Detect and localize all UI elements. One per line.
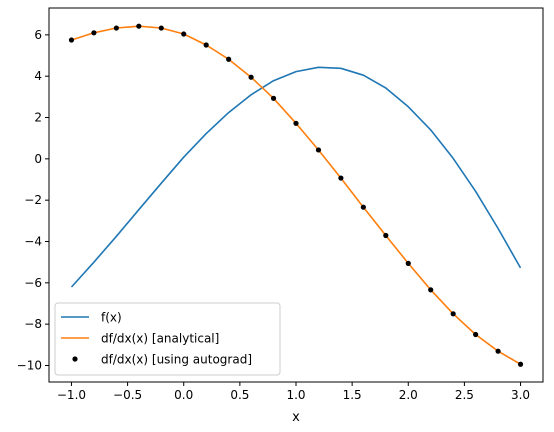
series-point bbox=[360, 204, 366, 210]
x-axis-ticks: −1.0 −0.5 0.0 0.5 1.0 1.5 2.0 2.5 3.0 bbox=[57, 382, 530, 402]
legend-box bbox=[54, 302, 281, 376]
series-point bbox=[158, 25, 164, 31]
y-tick-label: 0 bbox=[34, 152, 42, 166]
series-point bbox=[181, 31, 187, 37]
x-tick-label: 2.0 bbox=[399, 388, 418, 402]
legend: f(x) df/dx(x) [analytical] df/dx(x) [using… bbox=[54, 302, 281, 376]
legend-label-0: f(x) bbox=[101, 311, 122, 325]
x-tick-label: 0.0 bbox=[174, 388, 193, 402]
series-point bbox=[315, 147, 322, 153]
x-tick-label: −1.0 bbox=[57, 388, 86, 402]
series-point bbox=[338, 175, 344, 181]
y-axis-ticks: −10 −8 −6 −4 −2 0 2 4 6 bbox=[17, 28, 49, 372]
series-point bbox=[383, 232, 389, 239]
series-point bbox=[428, 287, 434, 293]
x-tick-label: 2.5 bbox=[455, 388, 474, 402]
y-tick-label: 6 bbox=[34, 28, 42, 42]
series-point bbox=[495, 348, 501, 354]
y-tick-label: −2 bbox=[24, 193, 42, 207]
y-tick-label: 4 bbox=[34, 69, 42, 83]
series-point bbox=[405, 260, 411, 266]
x-tick-label: 1.5 bbox=[343, 388, 362, 402]
x-axis-label: x bbox=[292, 410, 300, 425]
series-point bbox=[517, 361, 524, 367]
series-point bbox=[113, 25, 119, 31]
series-point bbox=[203, 42, 209, 48]
series-layer bbox=[68, 23, 524, 367]
series-point bbox=[293, 120, 299, 126]
series-point bbox=[91, 30, 97, 36]
x-tick-label: 3.0 bbox=[511, 388, 530, 402]
series-point bbox=[248, 74, 254, 80]
y-tick-label: 2 bbox=[34, 111, 42, 125]
y-tick-label: −8 bbox=[24, 317, 42, 331]
y-tick-label: −4 bbox=[24, 234, 42, 248]
y-tick-label: −6 bbox=[24, 276, 42, 290]
series-point bbox=[136, 23, 142, 29]
series-point bbox=[450, 311, 456, 317]
x-tick-label: −0.5 bbox=[113, 388, 142, 402]
series-point bbox=[68, 37, 75, 43]
series-point bbox=[270, 95, 277, 101]
x-tick-label: 0.5 bbox=[230, 388, 249, 402]
x-tick-label: 1.0 bbox=[286, 388, 305, 402]
series-point bbox=[226, 56, 232, 62]
series-line-0 bbox=[70, 66, 522, 288]
legend-label-2: df/dx(x) [using autograd] bbox=[101, 353, 252, 367]
series-point bbox=[473, 331, 479, 338]
legend-swatch-2 bbox=[72, 356, 78, 362]
legend-label-1: df/dx(x) [analytical] bbox=[101, 332, 219, 346]
y-tick-label: −10 bbox=[17, 358, 42, 372]
